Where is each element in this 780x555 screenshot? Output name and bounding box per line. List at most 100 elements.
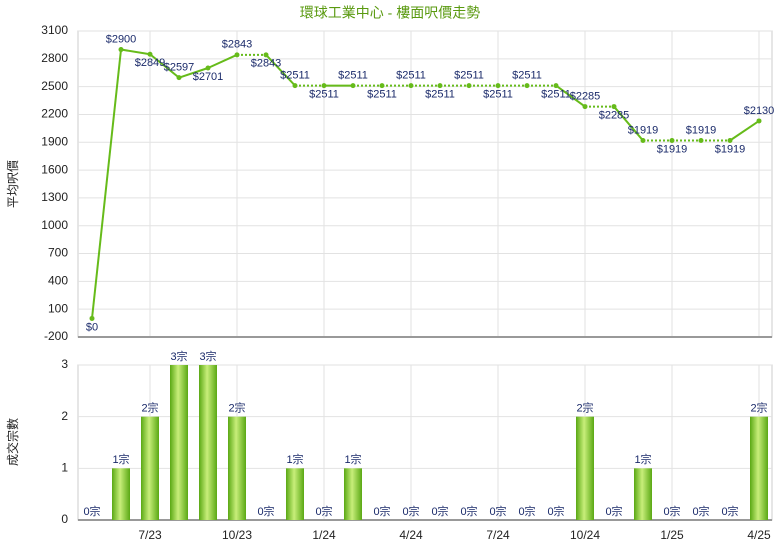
data-label: 0宗 bbox=[489, 504, 506, 518]
data-label: 0宗 bbox=[83, 504, 100, 518]
line-segment bbox=[91, 49, 122, 319]
bar bbox=[170, 365, 188, 520]
data-point bbox=[640, 138, 646, 144]
chart-title: 環球工業中心 - 樓面呎價走勢 bbox=[300, 5, 480, 21]
data-point bbox=[408, 83, 414, 89]
x-tick-label: 4/24 bbox=[399, 528, 423, 542]
data-label: 2宗 bbox=[576, 401, 593, 415]
y-tick-label: -200 bbox=[44, 329, 68, 343]
data-label: $1919 bbox=[686, 124, 717, 136]
data-point bbox=[263, 52, 269, 58]
data-label: 0宗 bbox=[257, 504, 274, 518]
line-segment bbox=[207, 53, 238, 69]
data-point bbox=[553, 83, 559, 89]
bar bbox=[344, 468, 362, 520]
data-label: $2130 bbox=[744, 105, 775, 117]
y-tick-label: 2800 bbox=[41, 51, 68, 65]
data-point bbox=[321, 83, 327, 89]
data-label: 0宗 bbox=[547, 504, 564, 518]
data-point bbox=[118, 47, 124, 53]
bar bbox=[228, 416, 246, 520]
data-label: 3宗 bbox=[199, 349, 216, 363]
bar bbox=[634, 468, 652, 520]
data-label: $2597 bbox=[164, 62, 195, 74]
data-label: 1宗 bbox=[634, 452, 651, 466]
y-tick-label: 1900 bbox=[41, 134, 68, 148]
data-label: 0宗 bbox=[605, 504, 622, 518]
data-label: 2宗 bbox=[141, 401, 158, 415]
x-tick-label: 10/23 bbox=[222, 528, 252, 542]
data-point bbox=[89, 315, 95, 321]
data-label: $2511 bbox=[541, 89, 571, 101]
data-label: 1宗 bbox=[112, 452, 129, 466]
data-point bbox=[176, 75, 182, 81]
data-label: 0宗 bbox=[315, 504, 332, 518]
data-label: 0宗 bbox=[692, 504, 709, 518]
data-label: $2511 bbox=[309, 89, 339, 101]
data-label: $2843 bbox=[222, 39, 253, 51]
data-label: $2511 bbox=[280, 70, 310, 82]
plot-area bbox=[77, 30, 773, 338]
data-label: $1919 bbox=[628, 124, 659, 136]
x-tick-label: 1/25 bbox=[660, 528, 684, 542]
data-label: 1宗 bbox=[344, 452, 361, 466]
data-point bbox=[234, 52, 240, 58]
x-tick-label: 7/24 bbox=[486, 528, 510, 542]
data-point bbox=[147, 51, 153, 57]
data-point bbox=[582, 104, 588, 110]
data-point bbox=[350, 83, 356, 89]
data-label: $2511 bbox=[338, 70, 368, 82]
data-point bbox=[437, 83, 443, 89]
data-label: 0宗 bbox=[431, 504, 448, 518]
line-segment bbox=[178, 67, 209, 79]
data-point bbox=[524, 83, 530, 89]
bar bbox=[141, 416, 159, 520]
data-label: 0宗 bbox=[518, 504, 535, 518]
bar bbox=[576, 416, 594, 520]
data-label: 0宗 bbox=[373, 504, 390, 518]
y-tick-label: 1600 bbox=[41, 162, 68, 176]
data-label: $2701 bbox=[193, 71, 224, 83]
y-tick-label: 1300 bbox=[41, 190, 68, 204]
data-label: 0宗 bbox=[663, 504, 680, 518]
y-tick-label: 1 bbox=[61, 461, 68, 475]
data-label: 0宗 bbox=[402, 504, 419, 518]
plot-area bbox=[77, 364, 773, 521]
data-label: 0宗 bbox=[721, 504, 738, 518]
data-label: $1919 bbox=[657, 143, 688, 155]
x-tick-label: 10/24 bbox=[570, 528, 600, 542]
data-label: $2843 bbox=[251, 58, 282, 70]
data-point bbox=[727, 138, 733, 144]
data-point bbox=[292, 83, 298, 89]
y-tick-label: 700 bbox=[48, 246, 68, 260]
y-tick-label: 3 bbox=[61, 357, 68, 371]
y-axis-title: 平均呎價 bbox=[6, 160, 20, 208]
y-tick-label: 1000 bbox=[41, 218, 68, 232]
bar bbox=[286, 468, 304, 520]
bar bbox=[750, 416, 768, 520]
y-tick-label: 400 bbox=[48, 274, 68, 288]
data-label: $2511 bbox=[512, 70, 542, 82]
data-label: $2849 bbox=[135, 57, 166, 69]
y-tick-label: 2200 bbox=[41, 107, 68, 121]
data-label: 1宗 bbox=[286, 452, 303, 466]
bar bbox=[112, 468, 130, 520]
data-label: 2宗 bbox=[750, 401, 767, 415]
y-tick-label: 2 bbox=[61, 409, 68, 423]
line-segment bbox=[729, 120, 760, 142]
data-label: $2511 bbox=[425, 89, 455, 101]
data-label: 3宗 bbox=[170, 349, 187, 363]
y-tick-label: 3100 bbox=[41, 23, 68, 37]
data-label: 2宗 bbox=[228, 401, 245, 415]
data-point bbox=[611, 104, 617, 110]
data-label: $2511 bbox=[396, 70, 426, 82]
y-tick-label: 2500 bbox=[41, 79, 68, 93]
data-label: $1919 bbox=[715, 143, 746, 155]
data-label: $2511 bbox=[454, 70, 484, 82]
y-tick-label: 0 bbox=[61, 512, 68, 526]
data-point bbox=[205, 65, 211, 71]
data-label: $2511 bbox=[483, 89, 513, 101]
x-tick-label: 1/24 bbox=[312, 528, 336, 542]
line-segment bbox=[149, 53, 180, 79]
